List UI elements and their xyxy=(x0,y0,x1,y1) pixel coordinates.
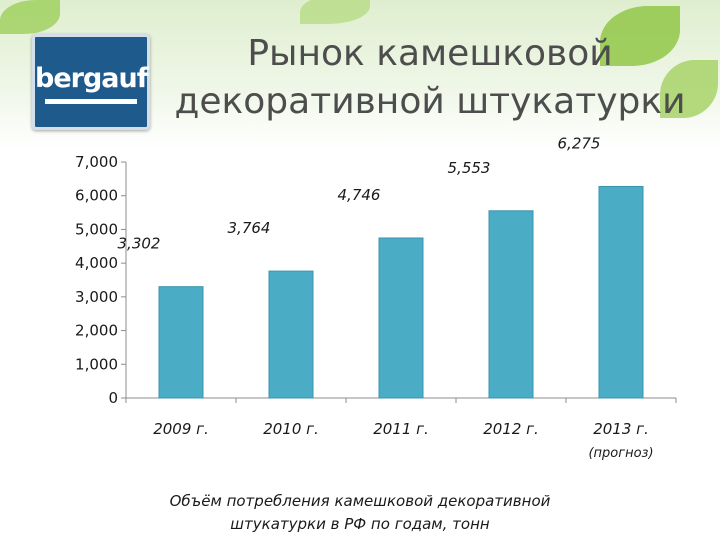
x-tick-label: 2011 г. xyxy=(373,420,429,438)
y-tick-label: 4,000 xyxy=(75,254,118,272)
y-tick-label: 7,000 xyxy=(75,153,118,171)
data-label: 3,764 xyxy=(228,219,271,237)
data-label: 4,746 xyxy=(338,186,381,204)
y-tick-label: 5,000 xyxy=(75,220,118,238)
y-tick-label: 0 xyxy=(108,389,118,407)
bar xyxy=(598,185,644,399)
data-label: 3,302 xyxy=(118,235,161,253)
title-line-1: Рынок камешковой xyxy=(247,33,613,74)
page-title: Рынок камешковой декоративной штукатурки xyxy=(160,30,700,126)
logo-underline xyxy=(45,99,137,104)
y-tick-label: 1,000 xyxy=(75,355,118,373)
bar xyxy=(158,286,204,399)
logo-text: bergauf xyxy=(35,63,148,94)
chart-caption: Объём потребления камешковой декоративно… xyxy=(120,490,600,536)
y-tick-label: 2,000 xyxy=(75,322,118,340)
data-label: 5,553 xyxy=(448,159,491,177)
bar xyxy=(488,210,534,399)
y-tick-label: 6,000 xyxy=(75,187,118,205)
x-tick-label: 2009 г. xyxy=(153,420,209,438)
data-label: 6,275 xyxy=(558,134,601,152)
bergauf-logo: bergauf xyxy=(32,34,150,130)
x-tick-label: 2010 г. xyxy=(263,420,319,438)
x-tick-label: 2013 г. xyxy=(593,420,649,438)
y-tick-label: 3,000 xyxy=(75,288,118,306)
caption-line-1: Объём потребления камешковой декоративно… xyxy=(169,492,551,510)
title-line-2: декоративной штукатурки xyxy=(174,81,686,122)
x-tick-note: (прогноз) xyxy=(588,446,653,461)
bar xyxy=(378,237,424,399)
caption-line-2: штукатурки в РФ по годам, тонн xyxy=(230,515,490,533)
x-tick-label: 2012 г. xyxy=(483,420,539,438)
bar xyxy=(268,270,314,399)
